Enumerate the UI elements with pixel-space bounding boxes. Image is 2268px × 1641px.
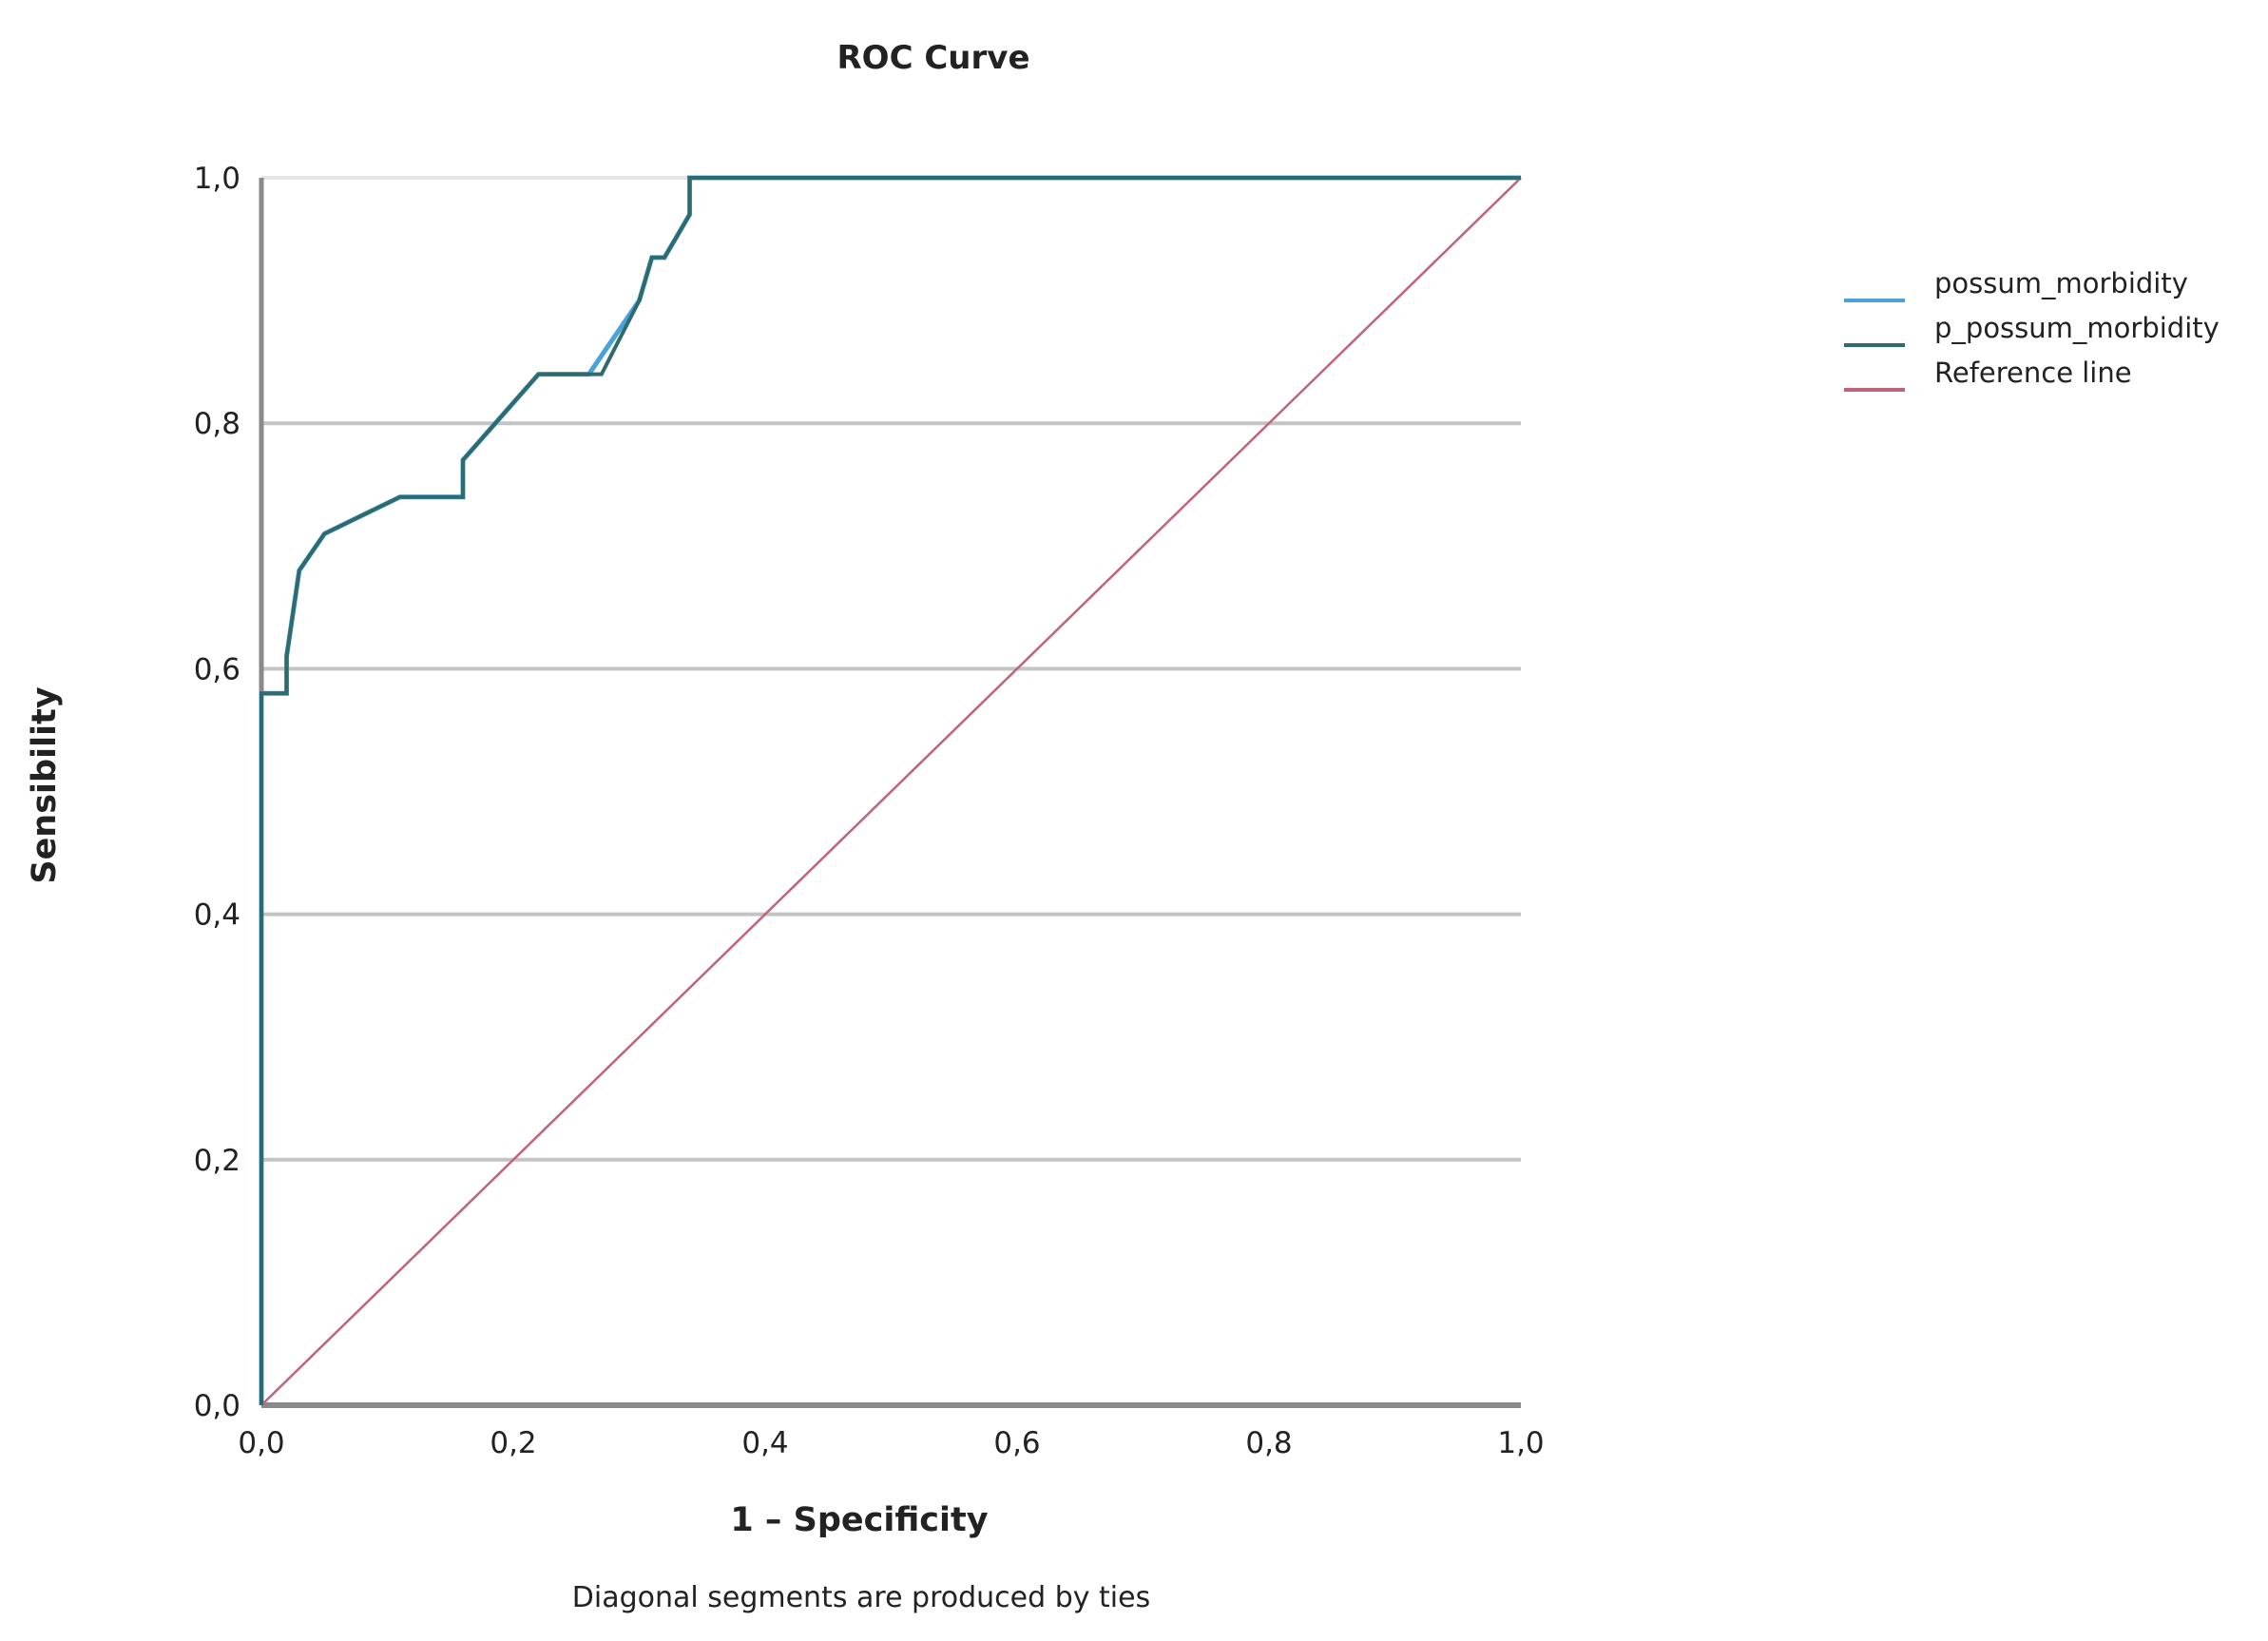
- y-tick-label: 0,0: [194, 1389, 240, 1423]
- legend-label: Reference line: [1934, 357, 2132, 389]
- x-axis-label: 1 – Specificity: [730, 1501, 988, 1539]
- x-tick-label: 0,4: [741, 1426, 788, 1460]
- legend-item-reference-line: Reference line: [1844, 357, 2132, 392]
- legend-item-p-possum-morbidity: p_possum_morbidity: [1844, 312, 2220, 347]
- y-tick-label: 0,2: [194, 1144, 240, 1178]
- series-line-reference-line: [260, 177, 1522, 1406]
- footnote: Diagonal segments are produced by ties: [572, 1581, 1150, 1614]
- x-tick-label: 0,6: [993, 1426, 1040, 1460]
- legend-label: possum_morbidity: [1934, 267, 2188, 299]
- series-line-p-possum-morbidity: [259, 176, 1521, 1405]
- y-axis-label: Sensibility: [26, 686, 64, 883]
- y-tick-label: 0,6: [194, 652, 240, 686]
- x-tick-labels: 0,0 0,2 0,4 0,6 0,8 1,0: [238, 1426, 1544, 1460]
- y-tick-label: 1,0: [194, 162, 240, 196]
- gridlines: [261, 176, 1521, 1162]
- x-tick-label: 1,0: [1497, 1426, 1544, 1460]
- x-tick-label: 0,8: [1245, 1426, 1292, 1460]
- legend: possum_morbidity p_possum_morbidity Refere…: [1844, 267, 2220, 392]
- x-tick-label: 0,0: [238, 1426, 284, 1460]
- chart-title: ROC Curve: [836, 39, 1029, 77]
- x-tick-label: 0,2: [490, 1426, 536, 1460]
- legend-item-possum-morbidity: possum_morbidity: [1844, 267, 2188, 302]
- y-tick-labels: 0,0 0,2 0,4 0,6 0,8 1,0: [194, 162, 240, 1423]
- series-lines: [259, 175, 1522, 1406]
- legend-label: p_possum_morbidity: [1934, 312, 2220, 344]
- y-tick-label: 0,4: [194, 898, 240, 933]
- y-tick-label: 0,8: [194, 407, 240, 441]
